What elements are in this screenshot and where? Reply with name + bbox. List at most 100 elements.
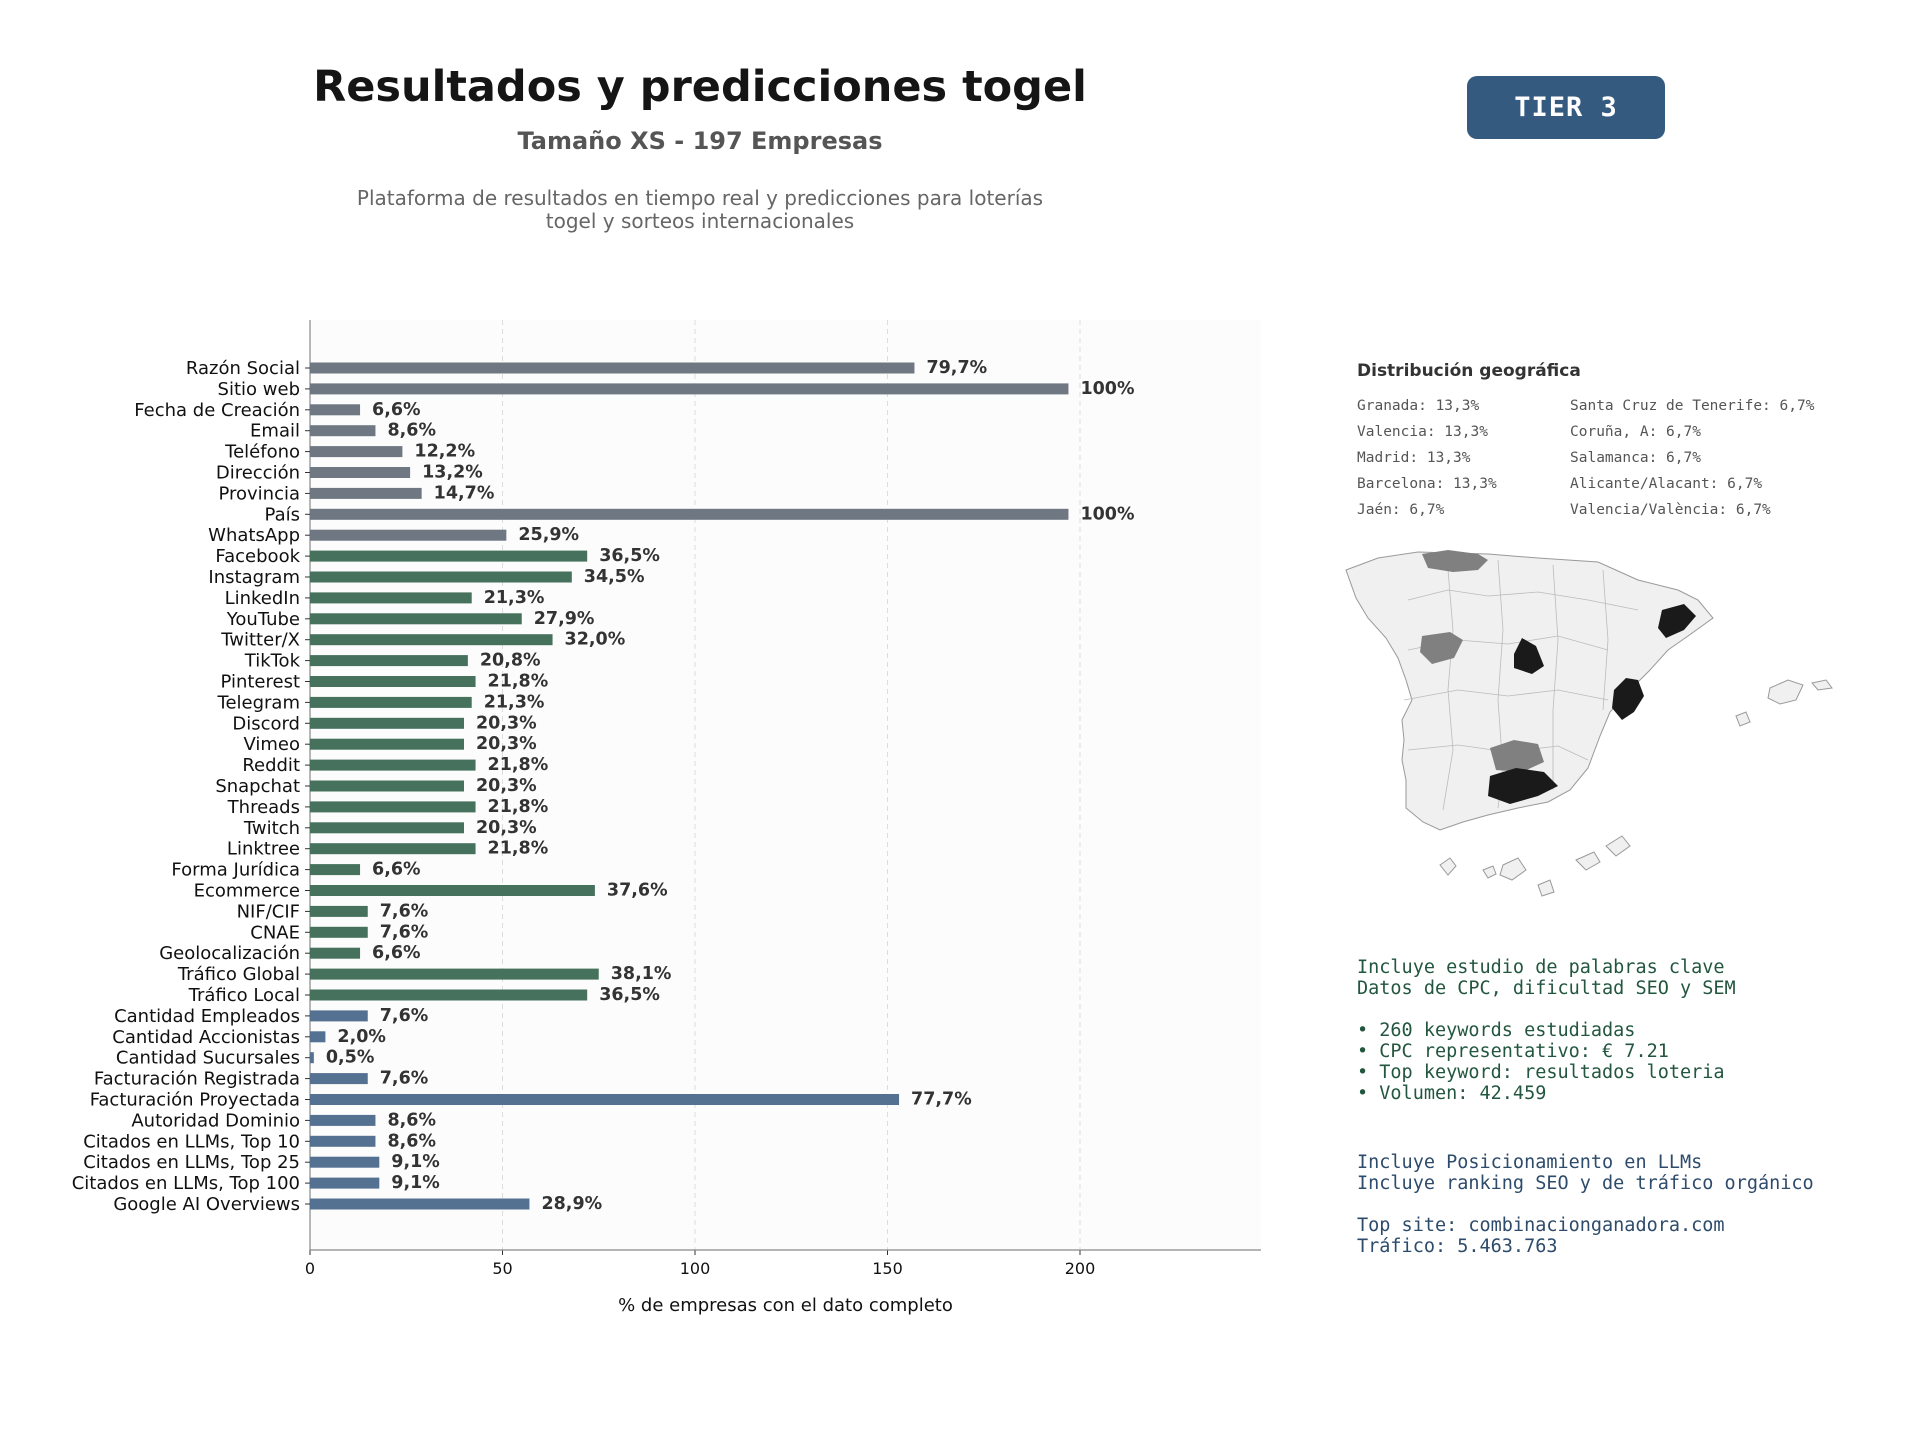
bar	[310, 947, 361, 959]
bar	[310, 905, 368, 917]
geo-distribution-title: Distribución geográfica	[1357, 361, 1581, 381]
bar	[310, 864, 361, 876]
value-label: 34,5%	[584, 567, 645, 587]
bar	[310, 1010, 368, 1022]
bar	[310, 1031, 326, 1043]
category-label: Pinterest	[220, 672, 300, 693]
canary-island-4	[1537, 879, 1555, 897]
value-label: 21,3%	[484, 692, 545, 712]
category-label: YouTube	[226, 609, 300, 630]
page-description: Plataforma de resultados en tiempo real …	[200, 187, 1200, 233]
llm-line-2: Incluye ranking SEO y de tráfico orgánic…	[1357, 1173, 1814, 1194]
province-border	[1442, 569, 1454, 811]
bar	[310, 446, 403, 458]
bar	[310, 1094, 900, 1105]
value-label: 36,5%	[599, 985, 660, 1005]
category-label: Dirección	[216, 463, 300, 484]
category-label: Cantidad Empleados	[114, 1006, 300, 1027]
value-label: 7,6%	[380, 1069, 429, 1089]
value-label: 8,6%	[387, 1131, 436, 1151]
canary-island-1	[1439, 857, 1457, 876]
llm-line-1: Incluye Posicionamiento en LLMs	[1357, 1152, 1703, 1173]
value-label: 2,0%	[337, 1027, 386, 1047]
value-label: 27,9%	[534, 609, 595, 629]
bar	[310, 1073, 368, 1085]
value-label: 20,3%	[476, 818, 537, 838]
geo-distribution-list: Granada: 13,3% Santa Cruz de Tenerife: 6…	[1357, 398, 1830, 519]
bar	[310, 425, 376, 437]
traffic: Tráfico: 5.463.763	[1357, 1236, 1558, 1257]
category-label: Discord	[232, 713, 300, 734]
category-label: Autoridad Dominio	[131, 1110, 300, 1131]
x-tick-label: 150	[872, 1259, 903, 1278]
category-label: Vimeo	[243, 734, 300, 755]
spain-mainland	[1345, 551, 1714, 831]
bar	[310, 759, 476, 771]
category-label: Citados en LLMs, Top 25	[83, 1152, 300, 1173]
category-label: Linktree	[227, 839, 300, 860]
top-site: Top site: combinacionganadora.com	[1357, 1215, 1725, 1236]
x-tick-label: 200	[1065, 1259, 1096, 1278]
category-label: Tráfico Local	[188, 985, 300, 1006]
category-label: Citados en LLMs, Top 10	[83, 1131, 300, 1152]
category-label: LinkedIn	[225, 588, 300, 609]
value-label: 8,6%	[387, 421, 436, 441]
category-label: Cantidad Sucursales	[116, 1048, 300, 1069]
bar	[310, 1114, 376, 1126]
bar	[310, 1198, 530, 1210]
bar	[310, 968, 599, 980]
category-label: Facturación Registrada	[94, 1069, 300, 1090]
geo-item: Alicante/Alacant: 6,7%	[1570, 476, 1763, 492]
value-label: 100%	[1080, 504, 1134, 524]
llm-info: Incluye Posicionamiento en LLMs Incluye …	[1357, 1152, 1897, 1257]
region-granada	[1488, 768, 1558, 804]
category-label: TikTok	[244, 651, 301, 672]
value-label: 37,6%	[607, 881, 668, 901]
province-border	[1552, 564, 1559, 790]
value-label: 7,6%	[380, 1006, 429, 1026]
canary-island-3	[1499, 857, 1527, 881]
bar	[310, 592, 472, 604]
spain-map	[1345, 550, 1833, 897]
value-label: 7,6%	[380, 922, 429, 942]
category-label: Citados en LLMs, Top 100	[72, 1173, 300, 1194]
region-madrid	[1514, 638, 1544, 674]
category-label: WhatsApp	[208, 525, 300, 546]
value-label: 38,1%	[611, 964, 672, 984]
category-label: Fecha de Creación	[134, 400, 300, 421]
page-subtitle: Tamaño XS - 197 Empresas	[517, 127, 883, 155]
category-label: Reddit	[242, 755, 300, 776]
category-label: Twitter/X	[220, 630, 300, 651]
category-label: Twitch	[243, 818, 300, 839]
value-label: 20,3%	[476, 776, 537, 796]
bar	[310, 801, 476, 813]
category-label: Facebook	[215, 546, 300, 567]
category-label: Ecommerce	[194, 881, 300, 902]
bar	[310, 655, 468, 667]
description-line-2: togel y sorteos internacionales	[545, 209, 855, 233]
value-label: 32,0%	[565, 630, 626, 650]
region-valencia	[1612, 678, 1644, 720]
value-label: 79,7%	[926, 358, 987, 378]
bar	[310, 550, 588, 562]
bar	[310, 780, 464, 792]
keywords-info: Incluye estudio de palabras clave Datos …	[1357, 957, 1897, 1104]
category-label: Telegram	[217, 692, 300, 713]
keywords-line-2: Datos de CPC, dificultad SEO y SEM	[1357, 978, 1736, 999]
bar	[310, 926, 368, 938]
value-label: 6,6%	[372, 943, 421, 963]
balearic-ibiza	[1735, 711, 1751, 727]
province-border	[1403, 689, 1609, 701]
x-tick-label: 50	[492, 1259, 512, 1278]
bar	[310, 1177, 380, 1189]
balearic-mallorca	[1767, 679, 1804, 705]
value-label: 7,6%	[380, 901, 429, 921]
value-label: 28,9%	[541, 1194, 602, 1214]
keywords-bullet: • CPC representativo: € 7.21	[1357, 1041, 1669, 1062]
tier-badge: TIER 3	[1467, 76, 1665, 139]
region-jaen	[1490, 740, 1544, 772]
geo-item: Salamanca: 6,7%	[1570, 450, 1701, 466]
geo-item: Jaén: 6,7%	[1357, 502, 1445, 518]
value-label: 36,5%	[599, 546, 660, 566]
value-label: 77,7%	[911, 1090, 972, 1110]
